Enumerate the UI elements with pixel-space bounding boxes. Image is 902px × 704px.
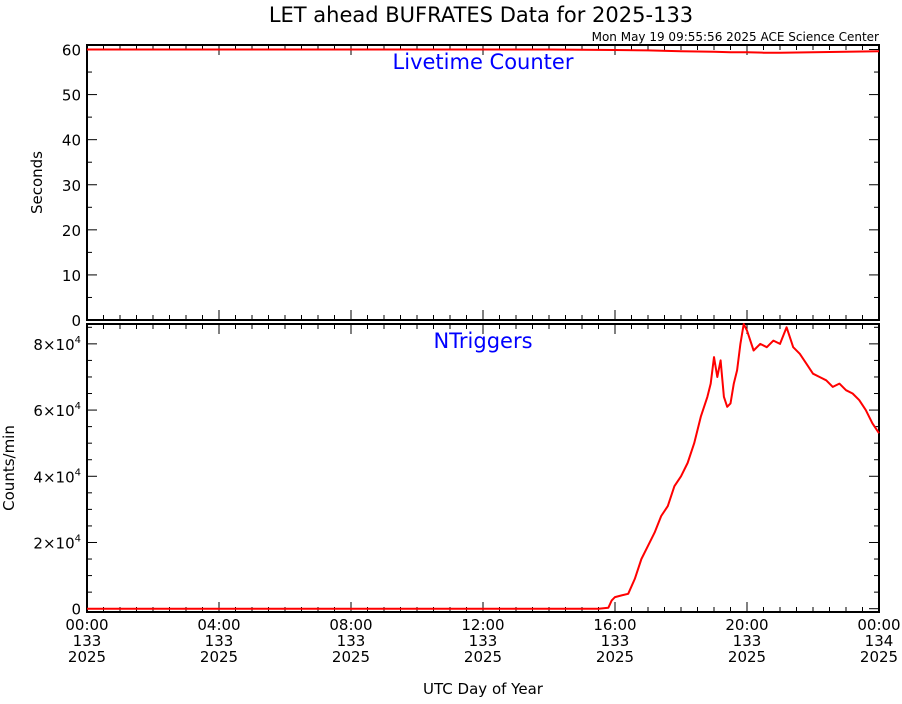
x-tick-label: 2025 <box>332 648 370 666</box>
panel-2: 02×1044×1046×1048×104Counts/minNTriggers… <box>0 323 901 666</box>
y-tick-mantissa: 2×10 <box>33 534 74 552</box>
y-tick-label: 2×104 <box>33 533 81 552</box>
x-tick-label: 134 <box>865 632 894 650</box>
y-tick-exponent: 4 <box>75 335 81 346</box>
chart-title: LET ahead BUFRATES Data for 2025-133 <box>269 3 693 27</box>
x-tick-label: 2025 <box>68 648 106 666</box>
y-tick-label: 30 <box>62 177 81 195</box>
y-tick-label: 8×104 <box>33 335 81 354</box>
panel-title: Livetime Counter <box>393 50 574 74</box>
x-tick-label: 133 <box>733 632 762 650</box>
x-tick-label: 04:00 <box>197 616 240 634</box>
x-tick-label: 2025 <box>464 648 502 666</box>
x-tick-label: 00:00 <box>857 616 900 634</box>
y-tick-label: 4×104 <box>33 467 81 486</box>
y-tick-exponent: 4 <box>75 401 81 412</box>
x-tick-label: 2025 <box>596 648 634 666</box>
x-tick-label: 12:00 <box>461 616 504 634</box>
y-axis-label: Seconds <box>28 151 46 214</box>
x-tick-label: 133 <box>469 632 498 650</box>
y-tick-exponent: 4 <box>75 467 81 478</box>
y-axis-label: Counts/min <box>0 425 18 511</box>
x-tick-label: 2025 <box>200 648 238 666</box>
x-tick-label: 133 <box>337 632 366 650</box>
chart-panels: 0 10 20 30 40 50 60 Seconds Livetime Counter 0 2×1… <box>0 42 901 666</box>
y-tick-label: 10 <box>62 267 81 285</box>
x-tick-label: 133 <box>601 632 630 650</box>
y-tick-label: 0 <box>71 601 81 619</box>
x-axis-label: UTC Day of Year <box>423 680 544 698</box>
timestamp-label: Mon May 19 09:55:56 2025 ACE Science Cen… <box>592 30 879 44</box>
x-tick-label: 133 <box>205 632 234 650</box>
y-tick-label: 50 <box>62 87 81 105</box>
series-line <box>87 48 880 54</box>
x-tick-label: 08:00 <box>329 616 372 634</box>
y-tick-mantissa: 4×10 <box>33 468 74 486</box>
y-tick-mantissa: 6×10 <box>33 402 74 420</box>
series-line <box>87 323 880 610</box>
y-tick-label: 20 <box>62 222 81 240</box>
x-tick-label: 2025 <box>860 648 898 666</box>
x-tick-label: 20:00 <box>725 616 768 634</box>
y-tick-exponent: 4 <box>75 533 81 544</box>
x-tick-label: 16:00 <box>593 616 636 634</box>
y-tick-label: 0 <box>71 312 81 330</box>
y-tick-label: 40 <box>62 132 81 150</box>
x-tick-label: 2025 <box>728 648 766 666</box>
y-tick-label: 6×104 <box>33 401 81 420</box>
x-tick-label: 00:00 <box>65 616 108 634</box>
y-tick-mantissa: 0 <box>71 601 81 619</box>
panel-1: 0 10 20 30 40 50 60 Seconds Livetime Counter <box>28 42 880 330</box>
y-tick-label: 60 <box>62 42 81 60</box>
x-tick-label: 133 <box>73 632 102 650</box>
panel-title: NTriggers <box>433 329 532 353</box>
y-tick-mantissa: 8×10 <box>33 336 74 354</box>
